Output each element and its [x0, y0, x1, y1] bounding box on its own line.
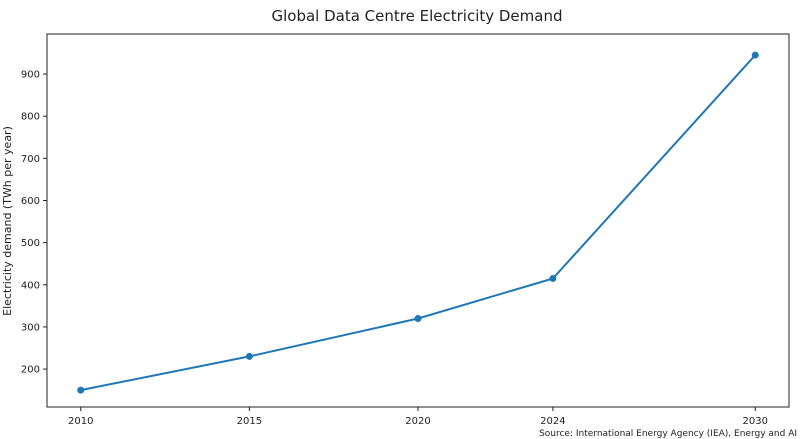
y-tick-label: 900	[21, 70, 40, 81]
data-point	[751, 51, 759, 59]
y-tick-label: 400	[21, 280, 40, 291]
x-axis: 2010 2015 2020 2024 2030	[68, 407, 768, 427]
data-point	[414, 314, 422, 322]
x-tick-label: 2020	[405, 416, 430, 427]
y-tick-label: 600	[21, 196, 40, 207]
y-tick-label: 200	[21, 365, 40, 376]
y-axis: 200 300 400 500 600 700 800 900	[21, 70, 47, 376]
data-point	[245, 352, 253, 360]
y-axis-label: Electricity demand (TWh per year)	[1, 126, 14, 316]
y-tick-label: 800	[21, 112, 40, 123]
chart-title: Global Data Centre Electricity Demand	[271, 7, 562, 25]
x-tick-label: 2030	[743, 416, 768, 427]
data-point	[77, 386, 85, 394]
x-tick-label: 2015	[237, 416, 262, 427]
y-tick-label: 700	[21, 154, 40, 165]
series-line	[80, 54, 757, 392]
y-tick-label: 500	[21, 238, 40, 249]
x-tick-label: 2024	[540, 416, 565, 427]
y-tick-label: 300	[21, 322, 40, 333]
source-note: Source: International Energy Agency (IEA…	[539, 429, 797, 439]
x-tick-label: 2010	[68, 416, 93, 427]
data-series	[77, 51, 759, 394]
data-point	[549, 274, 557, 282]
plot-frame	[46, 33, 790, 408]
